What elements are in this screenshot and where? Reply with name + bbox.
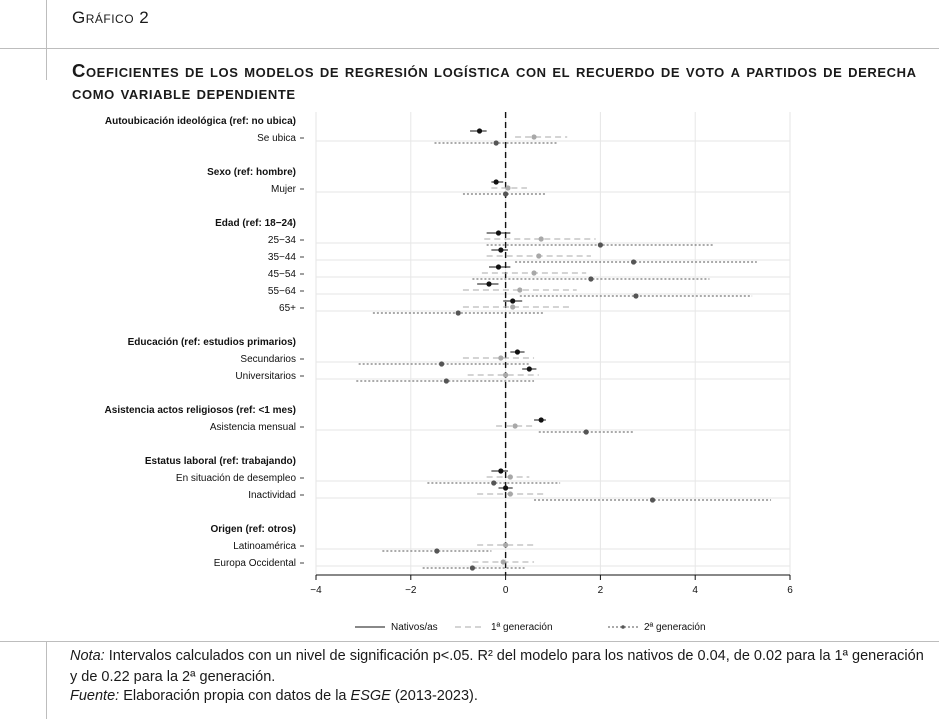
row-label: En situación de desempleo <box>176 473 297 484</box>
row-label: Asistencia mensual <box>210 422 296 433</box>
primera-point <box>536 253 542 259</box>
x-tick-label: −2 <box>405 585 417 596</box>
primera-point <box>505 185 511 191</box>
segunda-point <box>583 429 589 435</box>
segunda-point <box>503 191 509 197</box>
nativos-point <box>538 417 544 423</box>
nativos-point <box>510 298 516 304</box>
primera-point <box>503 542 509 548</box>
figure-label: Gráfico 2 <box>72 8 150 27</box>
row-label: Universitarios <box>235 371 296 382</box>
note-text: Intervalos calculados con un nivel de si… <box>70 648 924 685</box>
x-tick-label: 0 <box>503 585 509 596</box>
segunda-point <box>630 259 637 265</box>
primera-point <box>503 372 509 378</box>
legend-label-segunda: 2ª generación <box>644 622 706 633</box>
nativos-point <box>526 366 532 372</box>
group-heading: Origen (ref: otros) <box>210 524 296 535</box>
row-label: 45−54 <box>268 269 297 280</box>
group-heading: Asistencia actos religiosos (ref: <1 mes… <box>105 405 296 416</box>
x-tick-label: 6 <box>787 585 793 596</box>
row-label: Europa Occidental <box>214 558 296 569</box>
source-text-2: (2013-2023). <box>390 688 478 704</box>
left-rule-top <box>46 0 47 80</box>
legend-label-nativos: Nativos/as <box>391 622 438 633</box>
primera-point <box>507 474 513 480</box>
segunda-point <box>588 276 594 282</box>
row-label: Se ubica <box>257 133 296 144</box>
group-heading: Edad (ref: 18−24) <box>215 218 296 229</box>
row-label: 55−64 <box>268 286 297 297</box>
row-label: Mujer <box>271 184 297 195</box>
chart-title: Coeficientes de los modelos de regresión… <box>72 60 917 103</box>
source-label: Fuente: <box>70 688 120 704</box>
group-heading: Educación (ref: estudios primarios) <box>128 337 296 348</box>
segunda-point <box>633 293 639 299</box>
segunda-point <box>649 497 656 503</box>
primera-point <box>538 236 544 242</box>
group-heading: Autoubicación ideológica (ref: no ubica) <box>105 116 296 127</box>
legend-label-primera: 1ª generación <box>491 622 553 633</box>
row-label: Inactividad <box>248 490 296 501</box>
x-tick-label: 4 <box>692 585 698 596</box>
note-label: Nota: <box>70 648 105 664</box>
primera-point <box>510 304 516 310</box>
group-heading: Estatus laboral (ref: trabajando) <box>145 456 296 467</box>
nativos-point <box>498 468 504 474</box>
primera-point <box>500 559 506 565</box>
primera-point <box>498 355 504 361</box>
row-label: 25−34 <box>268 235 297 246</box>
nativos-point <box>503 485 509 491</box>
primera-point <box>531 270 537 276</box>
row-label: 65+ <box>279 303 296 314</box>
nativos-point <box>493 179 499 185</box>
nativos-point <box>476 128 483 134</box>
nativos-point <box>514 349 521 355</box>
note: Nota: Intervalos calculados con un nivel… <box>70 646 932 688</box>
nativos-point <box>498 247 504 253</box>
nativos-point <box>495 264 502 270</box>
legend-marker-segunda <box>621 625 625 629</box>
nativos-point <box>486 281 492 287</box>
source-italic: ESGE <box>350 688 391 704</box>
primera-point <box>512 423 518 429</box>
source-text-1: Elaboración propia con datos de la <box>119 688 351 704</box>
row-label: Latinoamérica <box>233 541 296 552</box>
group-heading: Sexo (ref: hombre) <box>207 167 296 178</box>
row-label: 35−44 <box>268 252 297 263</box>
segunda-point <box>455 310 461 316</box>
x-tick-label: −4 <box>310 585 322 596</box>
primera-point <box>531 134 537 140</box>
segunda-point <box>491 480 497 486</box>
segunda-point <box>597 242 604 248</box>
segunda-point <box>469 565 476 571</box>
segunda-point <box>434 548 440 554</box>
primera-point <box>517 287 523 293</box>
left-rule-bottom <box>46 641 47 719</box>
row-label: Secundarios <box>240 354 296 365</box>
top-rule <box>0 48 939 49</box>
coefficient-plot: Autoubicación ideológica (ref: no ubica)… <box>105 112 793 633</box>
source: Fuente: Elaboración propia con datos de … <box>70 688 478 704</box>
nativos-point <box>495 230 502 236</box>
x-tick-label: 2 <box>598 585 604 596</box>
segunda-point <box>493 140 499 146</box>
bottom-rule <box>0 641 939 642</box>
primera-point <box>507 491 513 497</box>
segunda-point <box>439 361 445 367</box>
segunda-point <box>443 378 449 384</box>
